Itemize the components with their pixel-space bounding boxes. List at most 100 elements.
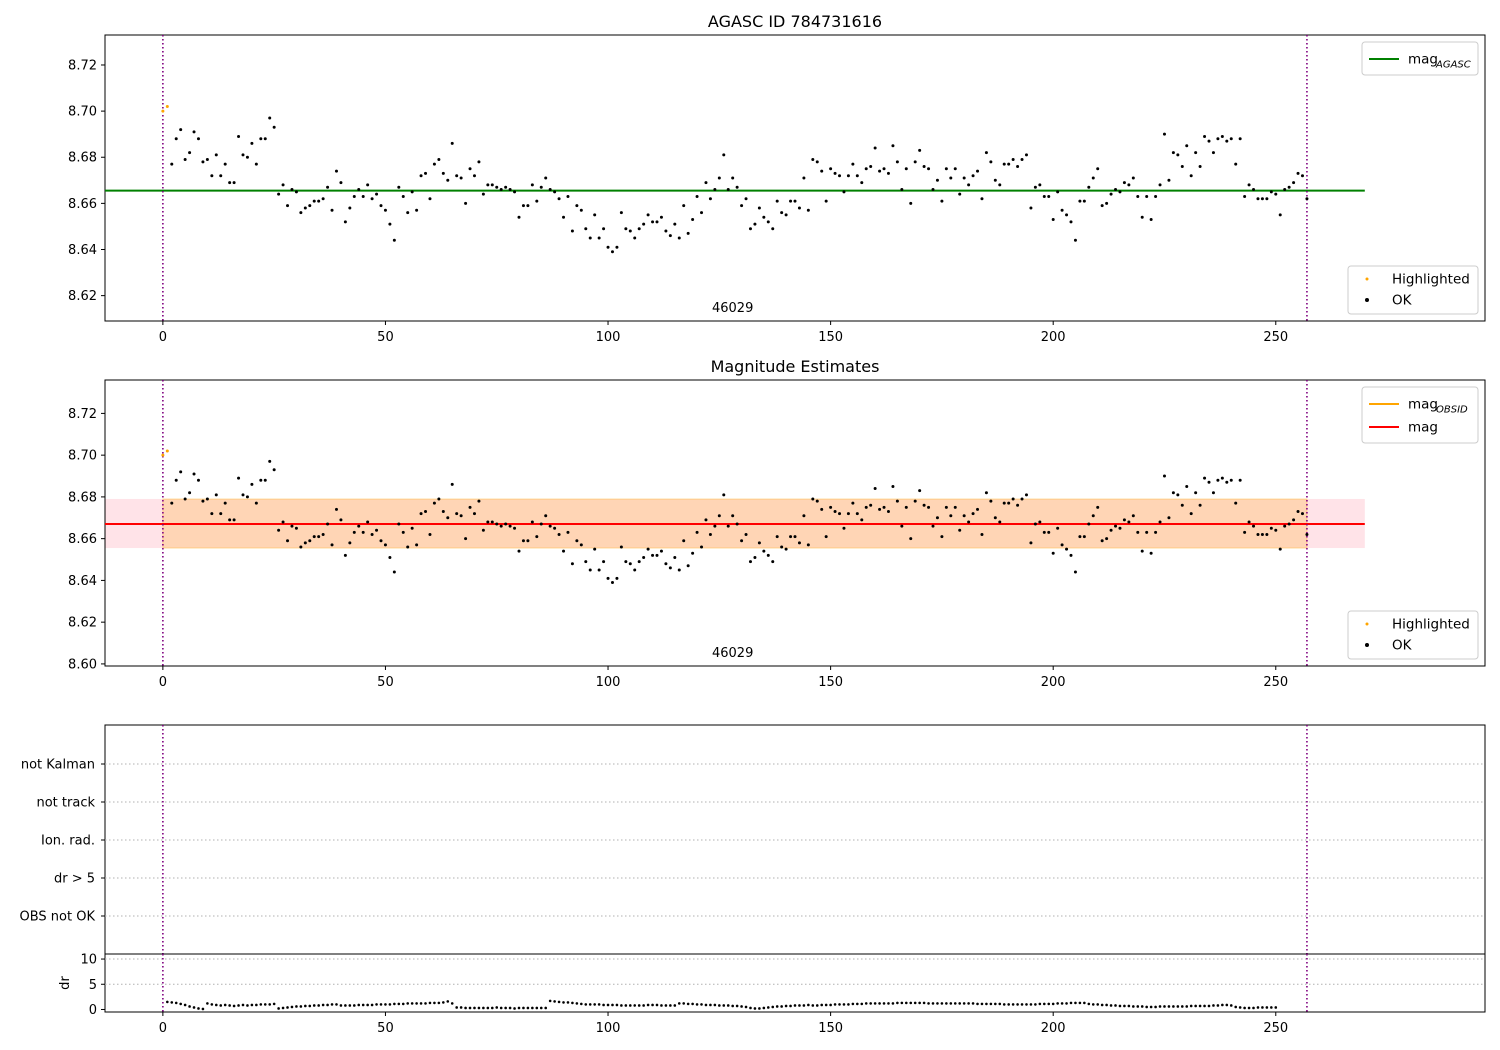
ok-point	[339, 518, 343, 522]
ok-point	[397, 522, 401, 526]
ok-point	[299, 545, 303, 549]
ok-point	[882, 505, 886, 509]
ok-point	[918, 148, 922, 152]
dr-point	[464, 1006, 467, 1010]
ok-point	[722, 153, 726, 157]
ok-point	[882, 167, 886, 171]
ok-point	[366, 183, 370, 187]
ok-point	[1105, 537, 1109, 541]
ok-point	[388, 222, 392, 226]
dr-point	[628, 1004, 632, 1007]
dr-panel: 0 50 100 150 200 250 0 5 10 dr	[58, 953, 1486, 1036]
ok-point	[735, 522, 739, 526]
ok-point	[1287, 185, 1291, 189]
ok-point	[1220, 476, 1224, 480]
dr-point	[891, 1002, 895, 1005]
dr-point	[700, 1003, 703, 1006]
ok-point	[1118, 190, 1122, 194]
ok-point	[731, 514, 735, 518]
dr-point	[201, 1007, 205, 1011]
ok-point	[1087, 185, 1091, 189]
ok-point	[410, 526, 414, 530]
ok-point	[775, 535, 779, 539]
ok-point	[562, 549, 566, 553]
ok-point	[1127, 183, 1131, 187]
dr-point	[268, 1003, 272, 1006]
dr-point	[1180, 1005, 1184, 1008]
ok-point	[962, 514, 966, 518]
ok-point	[1118, 526, 1122, 530]
ok-point	[619, 211, 623, 215]
ok-point	[317, 199, 321, 203]
ok-point	[900, 188, 904, 192]
dr-point	[522, 1006, 525, 1010]
ok-point	[891, 144, 895, 148]
ok-point	[1247, 520, 1251, 524]
ok-point	[935, 178, 939, 182]
ok-point	[842, 526, 846, 530]
dr-point	[232, 1004, 236, 1008]
ok-point	[584, 227, 588, 231]
dr-point	[740, 1005, 743, 1008]
ok-point	[330, 208, 334, 212]
dr-point	[1038, 1002, 1042, 1006]
legend-entry-label: mag	[1408, 52, 1438, 68]
dr-point	[887, 1002, 890, 1005]
ok-point	[308, 204, 312, 208]
ok-point	[1283, 188, 1287, 192]
ok-point	[490, 183, 494, 187]
ok-point	[860, 518, 864, 522]
dr-point	[326, 1003, 329, 1007]
dr-point	[677, 1002, 681, 1005]
ok-point	[1207, 480, 1211, 484]
ok-point	[535, 535, 539, 539]
obsid-label: 46029	[712, 301, 753, 316]
legend-entry-label: mag	[1408, 397, 1438, 413]
ok-point	[196, 137, 200, 141]
y-tick-label: 8.64	[68, 574, 97, 589]
ok-point	[1305, 532, 1309, 536]
ok-point	[521, 539, 525, 543]
ok-point	[468, 505, 472, 509]
ok-point	[664, 229, 668, 233]
dr-point	[1105, 1003, 1108, 1007]
ok-point	[223, 162, 227, 166]
dr-point	[424, 1002, 427, 1005]
legend-entry-label: Highlighted	[1392, 617, 1470, 633]
ok-point	[668, 234, 672, 238]
dr-point	[726, 1004, 730, 1007]
dr-point	[571, 1001, 574, 1005]
ok-point	[446, 178, 450, 182]
dr-point	[873, 1002, 877, 1005]
ok-point	[450, 482, 454, 486]
ok-point	[499, 524, 503, 528]
ok-point	[1122, 518, 1126, 522]
legend-entry-subscript: OBSID	[1436, 405, 1468, 416]
ok-point	[179, 128, 183, 132]
ok-point	[1082, 199, 1086, 203]
ok-point	[628, 562, 632, 566]
dr-point	[348, 1004, 352, 1007]
dr-point	[851, 1002, 855, 1006]
ok-point	[232, 518, 236, 522]
ok-point	[895, 499, 899, 503]
dr-point	[459, 1006, 463, 1009]
dr-point	[1167, 1005, 1171, 1008]
dr-point	[1140, 1005, 1144, 1008]
ok-point	[530, 520, 534, 524]
ok-point	[789, 535, 793, 539]
ok-point	[370, 197, 374, 201]
dr-point	[263, 1003, 267, 1006]
ok-point	[428, 532, 432, 536]
dr-point	[1270, 1006, 1273, 1009]
dr-point	[468, 1006, 472, 1010]
dr-point	[655, 1003, 659, 1007]
y-tick-label: 8.72	[68, 407, 97, 422]
dr-point	[1060, 1002, 1064, 1005]
dr-point	[584, 1003, 588, 1006]
ok-point	[214, 153, 218, 157]
ok-point	[321, 197, 325, 201]
ok-point	[259, 137, 263, 141]
ok-point	[1229, 137, 1233, 141]
ok-point	[984, 151, 988, 155]
